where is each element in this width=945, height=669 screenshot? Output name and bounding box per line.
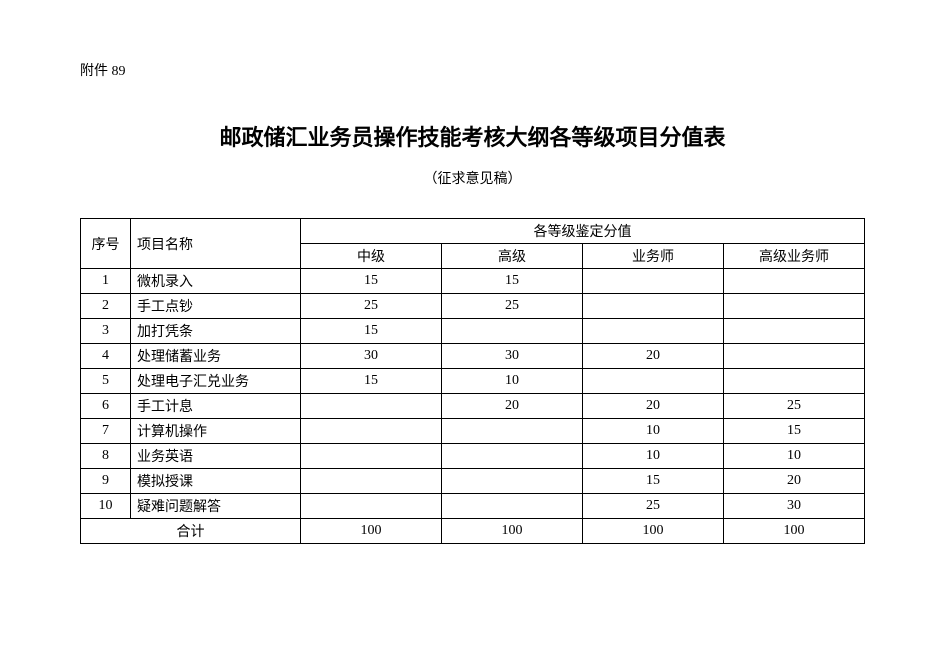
value-cell	[583, 269, 724, 294]
value-cell	[724, 344, 865, 369]
value-cell	[583, 319, 724, 344]
name-cell: 计算机操作	[131, 419, 301, 444]
value-cell	[583, 369, 724, 394]
value-cell: 30	[442, 344, 583, 369]
seq-cell: 10	[81, 494, 131, 519]
header-level: 高级	[442, 244, 583, 269]
value-cell: 10	[442, 369, 583, 394]
value-cell: 15	[301, 369, 442, 394]
total-cell: 100	[583, 519, 724, 544]
value-cell	[301, 469, 442, 494]
value-cell: 20	[583, 394, 724, 419]
value-cell: 10	[583, 419, 724, 444]
seq-cell: 1	[81, 269, 131, 294]
value-cell: 15	[301, 319, 442, 344]
value-cell	[442, 319, 583, 344]
value-cell: 15	[442, 269, 583, 294]
header-level: 高级业务师	[724, 244, 865, 269]
table-row: 3 加打凭条 15	[81, 319, 865, 344]
seq-cell: 9	[81, 469, 131, 494]
value-cell	[442, 494, 583, 519]
seq-cell: 6	[81, 394, 131, 419]
value-cell	[442, 469, 583, 494]
value-cell: 10	[724, 444, 865, 469]
value-cell: 15	[724, 419, 865, 444]
table-body: 1 微机录入 15 15 2 手工点钞 25 25 3 加打凭条 15 4 处理…	[81, 269, 865, 544]
value-cell: 25	[583, 494, 724, 519]
header-row-1: 序号 项目名称 各等级鉴定分值	[81, 219, 865, 244]
value-cell	[724, 294, 865, 319]
name-cell: 微机录入	[131, 269, 301, 294]
value-cell: 30	[724, 494, 865, 519]
seq-cell: 3	[81, 319, 131, 344]
table-row: 7 计算机操作 10 15	[81, 419, 865, 444]
value-cell: 20	[724, 469, 865, 494]
value-cell: 20	[583, 344, 724, 369]
table-row: 2 手工点钞 25 25	[81, 294, 865, 319]
value-cell	[442, 419, 583, 444]
total-row: 合计 100 100 100 100	[81, 519, 865, 544]
header-name: 项目名称	[131, 219, 301, 269]
value-cell: 10	[583, 444, 724, 469]
name-cell: 加打凭条	[131, 319, 301, 344]
total-cell: 100	[724, 519, 865, 544]
value-cell: 25	[301, 294, 442, 319]
attachment-label: 附件 89	[80, 60, 865, 80]
value-cell: 15	[301, 269, 442, 294]
value-cell	[583, 294, 724, 319]
subtitle: （征求意见稿）	[80, 168, 865, 188]
value-cell	[724, 319, 865, 344]
value-cell: 20	[442, 394, 583, 419]
table-row: 8 业务英语 10 10	[81, 444, 865, 469]
name-cell: 手工计息	[131, 394, 301, 419]
score-table: 序号 项目名称 各等级鉴定分值 中级 高级 业务师 高级业务师 1 微机录入 1…	[80, 218, 865, 544]
header-group: 各等级鉴定分值	[301, 219, 865, 244]
value-cell: 15	[583, 469, 724, 494]
table-row: 1 微机录入 15 15	[81, 269, 865, 294]
value-cell	[301, 394, 442, 419]
name-cell: 疑难问题解答	[131, 494, 301, 519]
name-cell: 模拟授课	[131, 469, 301, 494]
value-cell	[301, 444, 442, 469]
header-level: 业务师	[583, 244, 724, 269]
table-row: 4 处理储蓄业务 30 30 20	[81, 344, 865, 369]
table-row: 5 处理电子汇兑业务 15 10	[81, 369, 865, 394]
value-cell: 25	[724, 394, 865, 419]
table-row: 10 疑难问题解答 25 30	[81, 494, 865, 519]
name-cell: 处理储蓄业务	[131, 344, 301, 369]
value-cell	[301, 419, 442, 444]
value-cell	[724, 369, 865, 394]
name-cell: 处理电子汇兑业务	[131, 369, 301, 394]
header-level: 中级	[301, 244, 442, 269]
total-cell: 100	[442, 519, 583, 544]
seq-cell: 5	[81, 369, 131, 394]
total-cell: 100	[301, 519, 442, 544]
seq-cell: 7	[81, 419, 131, 444]
seq-cell: 8	[81, 444, 131, 469]
value-cell	[301, 494, 442, 519]
name-cell: 手工点钞	[131, 294, 301, 319]
name-cell: 业务英语	[131, 444, 301, 469]
header-seq: 序号	[81, 219, 131, 269]
value-cell: 30	[301, 344, 442, 369]
value-cell: 25	[442, 294, 583, 319]
table-row: 9 模拟授课 15 20	[81, 469, 865, 494]
main-title: 邮政储汇业务员操作技能考核大纲各等级项目分值表	[80, 120, 865, 152]
value-cell	[442, 444, 583, 469]
value-cell	[724, 269, 865, 294]
table-row: 6 手工计息 20 20 25	[81, 394, 865, 419]
seq-cell: 4	[81, 344, 131, 369]
total-label: 合计	[81, 519, 301, 544]
seq-cell: 2	[81, 294, 131, 319]
